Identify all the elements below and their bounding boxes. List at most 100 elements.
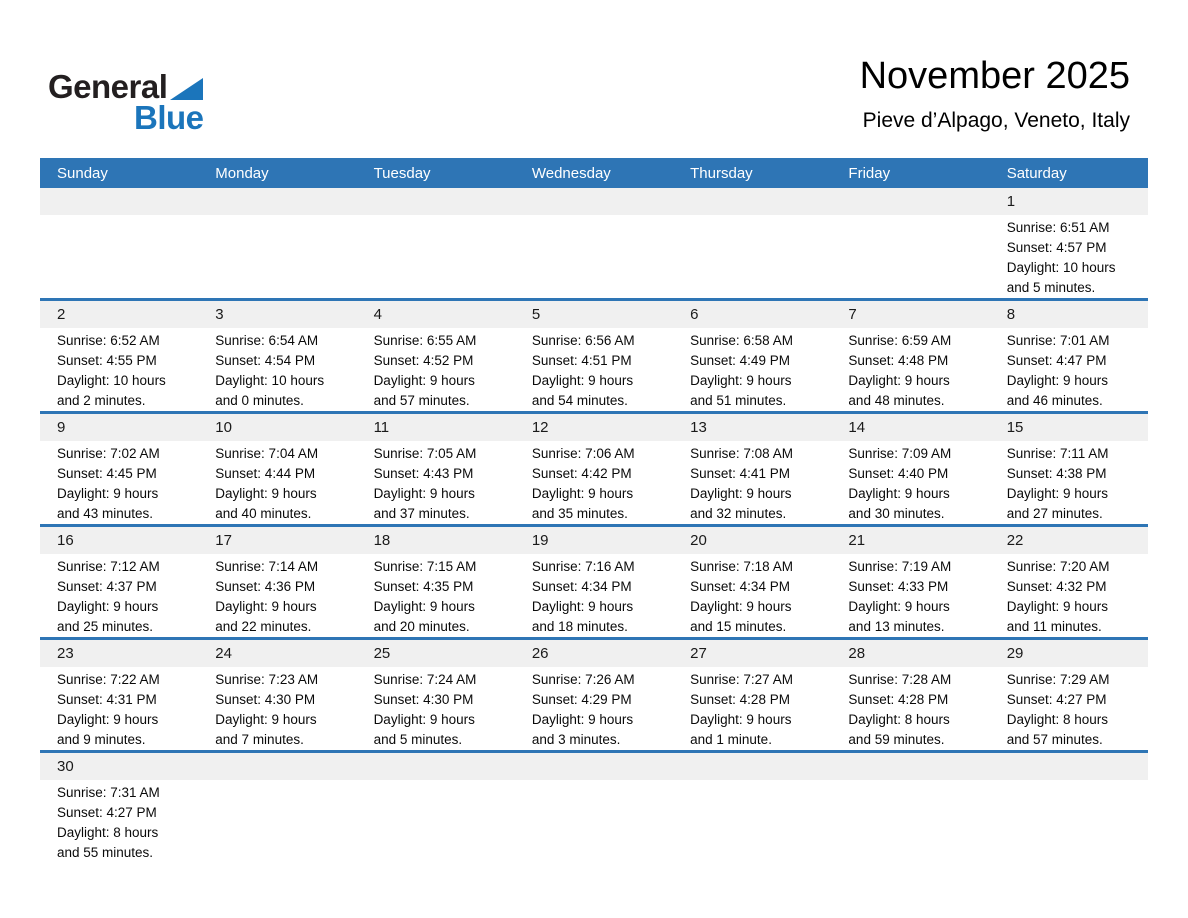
- day-cell-12: 12 Sunrise: 7:06 AM Sunset: 4:42 PM Dayligh…: [514, 414, 674, 524]
- daylight-line-2: and 35 minutes.: [531, 506, 628, 521]
- daylight-line-2: and 15 minutes.: [690, 619, 787, 634]
- daylight-line-1: Daylight: 9 hours: [373, 486, 475, 501]
- daylight-line-2: and 32 minutes.: [690, 506, 787, 521]
- day-number: 26: [514, 640, 674, 667]
- daylight-line-2: and 13 minutes.: [848, 619, 945, 634]
- empty-day-cell: [673, 753, 832, 863]
- day-number: 19: [514, 527, 674, 554]
- sunset-line: Sunset: 4:35 PM: [373, 579, 474, 594]
- day-cell-5: 5 Sunrise: 6:56 AM Sunset: 4:51 PM Daylight…: [514, 301, 674, 411]
- sunset-line: Sunset: 4:57 PM: [1006, 240, 1107, 255]
- day-details: Sunrise: 7:26 AM Sunset: 4:29 PM Daylight:…: [515, 667, 673, 750]
- day-details: Sunrise: 7:18 AM Sunset: 4:34 PM Daylight:…: [673, 554, 831, 637]
- sunset-line: Sunset: 4:33 PM: [848, 579, 949, 594]
- empty-day-cell: [198, 188, 357, 298]
- daylight-line-1: Daylight: 10 hours: [1006, 260, 1116, 275]
- day-number-empty: [198, 753, 357, 780]
- weekday-tuesday: Tuesday: [373, 164, 431, 182]
- sunset-line: Sunset: 4:55 PM: [57, 353, 157, 368]
- day-cell-22: 22 Sunrise: 7:20 AM Sunset: 4:32 PM Dayligh…: [989, 527, 1148, 637]
- empty-day-cell: [831, 188, 990, 298]
- daylight-line-1: Daylight: 9 hours: [57, 712, 159, 727]
- empty-day-cell: [989, 753, 1148, 863]
- daylight-line-1: Daylight: 9 hours: [373, 599, 475, 614]
- week-row-2: 2 Sunrise: 6:52 AM Sunset: 4:55 PM Daylight…: [40, 298, 1148, 411]
- logo-blue-label: Blue: [134, 99, 204, 136]
- day-cell-15: 15 Sunrise: 7:11 AM Sunset: 4:38 PM Dayligh…: [989, 414, 1148, 524]
- day-details: Sunrise: 6:59 AM Sunset: 4:48 PM Daylight:…: [831, 328, 989, 411]
- day-number: 29: [989, 640, 1148, 667]
- calendar-weeks: 1 Sunrise: 6:51 AM Sunset: 4:57 PM Daylight…: [40, 188, 1148, 863]
- day-number: 18: [356, 527, 515, 554]
- sunset-line: Sunset: 4:29 PM: [531, 692, 632, 707]
- daylight-line-2: and 7 minutes.: [215, 732, 304, 747]
- daylight-line-2: and 20 minutes.: [373, 619, 470, 634]
- daylight-line-2: and 25 minutes.: [57, 619, 154, 634]
- daylight-line-1: Daylight: 9 hours: [1006, 599, 1109, 614]
- day-details: Sunrise: 6:56 AM Sunset: 4:51 PM Daylight:…: [515, 328, 673, 411]
- day-number: 8: [989, 301, 1148, 328]
- daylight-line-1: Daylight: 10 hours: [215, 373, 325, 388]
- weekday-header-row: Sunday Monday Tuesday Wednesday Thursday…: [40, 158, 1148, 188]
- sunrise-line: Sunrise: 7:29 AM: [1006, 672, 1110, 687]
- sunrise-line: Sunrise: 7:20 AM: [1006, 559, 1110, 574]
- day-details: Sunrise: 7:19 AM Sunset: 4:33 PM Daylight:…: [831, 554, 989, 637]
- day-details: Sunrise: 7:06 AM Sunset: 4:42 PM Daylight:…: [515, 441, 673, 524]
- sunrise-line: Sunrise: 7:04 AM: [215, 446, 319, 461]
- weekday-saturday: Saturday: [1006, 164, 1067, 182]
- daylight-line-1: Daylight: 8 hours: [57, 825, 159, 840]
- week-row-6: 30 Sunrise: 7:31 AM Sunset: 4:27 PM Dayligh…: [40, 750, 1148, 863]
- sunset-line: Sunset: 4:47 PM: [1006, 353, 1107, 368]
- day-number-empty: [989, 753, 1148, 780]
- sunrise-line: Sunrise: 7:26 AM: [531, 672, 635, 687]
- sunrise-line: Sunrise: 7:14 AM: [215, 559, 319, 574]
- day-cell-24: 24 Sunrise: 7:23 AM Sunset: 4:30 PM Dayligh…: [198, 640, 357, 750]
- sunrise-line: Sunrise: 6:59 AM: [848, 333, 952, 348]
- day-number-empty: [356, 753, 515, 780]
- daylight-line-1: Daylight: 8 hours: [848, 712, 950, 727]
- day-cell-13: 13 Sunrise: 7:08 AM Sunset: 4:41 PM Dayligh…: [673, 414, 832, 524]
- general-blue-logo: General Blue: [48, 70, 204, 134]
- sunrise-line: Sunrise: 7:06 AM: [531, 446, 635, 461]
- sunset-line: Sunset: 4:28 PM: [690, 692, 790, 707]
- daylight-line-1: Daylight: 9 hours: [690, 599, 792, 614]
- sunset-line: Sunset: 4:30 PM: [215, 692, 316, 707]
- day-details: Sunrise: 7:27 AM Sunset: 4:28 PM Daylight:…: [673, 667, 831, 750]
- day-number: 4: [356, 301, 515, 328]
- week-row-3: 9 Sunrise: 7:02 AM Sunset: 4:45 PM Daylight…: [40, 411, 1148, 524]
- sunrise-line: Sunrise: 6:56 AM: [531, 333, 635, 348]
- daylight-line-2: and 59 minutes.: [848, 732, 945, 747]
- day-number: 16: [40, 527, 199, 554]
- day-number: 13: [673, 414, 832, 441]
- daylight-line-2: and 51 minutes.: [690, 393, 787, 408]
- week-row-1: 1 Sunrise: 6:51 AM Sunset: 4:57 PM Daylight…: [40, 188, 1148, 298]
- daylight-line-1: Daylight: 9 hours: [1006, 373, 1109, 388]
- sunset-line: Sunset: 4:36 PM: [215, 579, 316, 594]
- day-details: Sunrise: 7:02 AM Sunset: 4:45 PM Daylight:…: [40, 441, 198, 524]
- sunrise-line: Sunrise: 7:27 AM: [690, 672, 793, 687]
- sunset-line: Sunset: 4:54 PM: [215, 353, 316, 368]
- empty-day-cell: [673, 188, 832, 298]
- day-cell-23: 23 Sunrise: 7:22 AM Sunset: 4:31 PM Dayligh…: [40, 640, 199, 750]
- daylight-line-2: and 11 minutes.: [1006, 619, 1102, 634]
- day-number: 10: [198, 414, 357, 441]
- sunset-line: Sunset: 4:41 PM: [690, 466, 790, 481]
- sunset-line: Sunset: 4:40 PM: [848, 466, 949, 481]
- sunset-line: Sunset: 4:49 PM: [690, 353, 790, 368]
- sunset-line: Sunset: 4:43 PM: [373, 466, 474, 481]
- sunset-line: Sunset: 4:45 PM: [57, 466, 157, 481]
- day-cell-21: 21 Sunrise: 7:19 AM Sunset: 4:33 PM Dayligh…: [831, 527, 990, 637]
- daylight-line-2: and 2 minutes.: [57, 393, 146, 408]
- daylight-line-2: and 46 minutes.: [1006, 393, 1103, 408]
- sunset-line: Sunset: 4:44 PM: [215, 466, 316, 481]
- day-details: Sunrise: 7:16 AM Sunset: 4:34 PM Daylight:…: [515, 554, 673, 637]
- empty-day-cell: [356, 188, 515, 298]
- day-details: Sunrise: 7:31 AM Sunset: 4:27 PM Daylight:…: [40, 780, 198, 863]
- sunset-line: Sunset: 4:30 PM: [373, 692, 474, 707]
- weekday-sunday: Sunday: [57, 164, 108, 182]
- daylight-line-1: Daylight: 9 hours: [215, 599, 317, 614]
- day-number: 7: [831, 301, 990, 328]
- week-row-5: 23 Sunrise: 7:22 AM Sunset: 4:31 PM Dayligh…: [40, 637, 1148, 750]
- sunset-line: Sunset: 4:32 PM: [1006, 579, 1107, 594]
